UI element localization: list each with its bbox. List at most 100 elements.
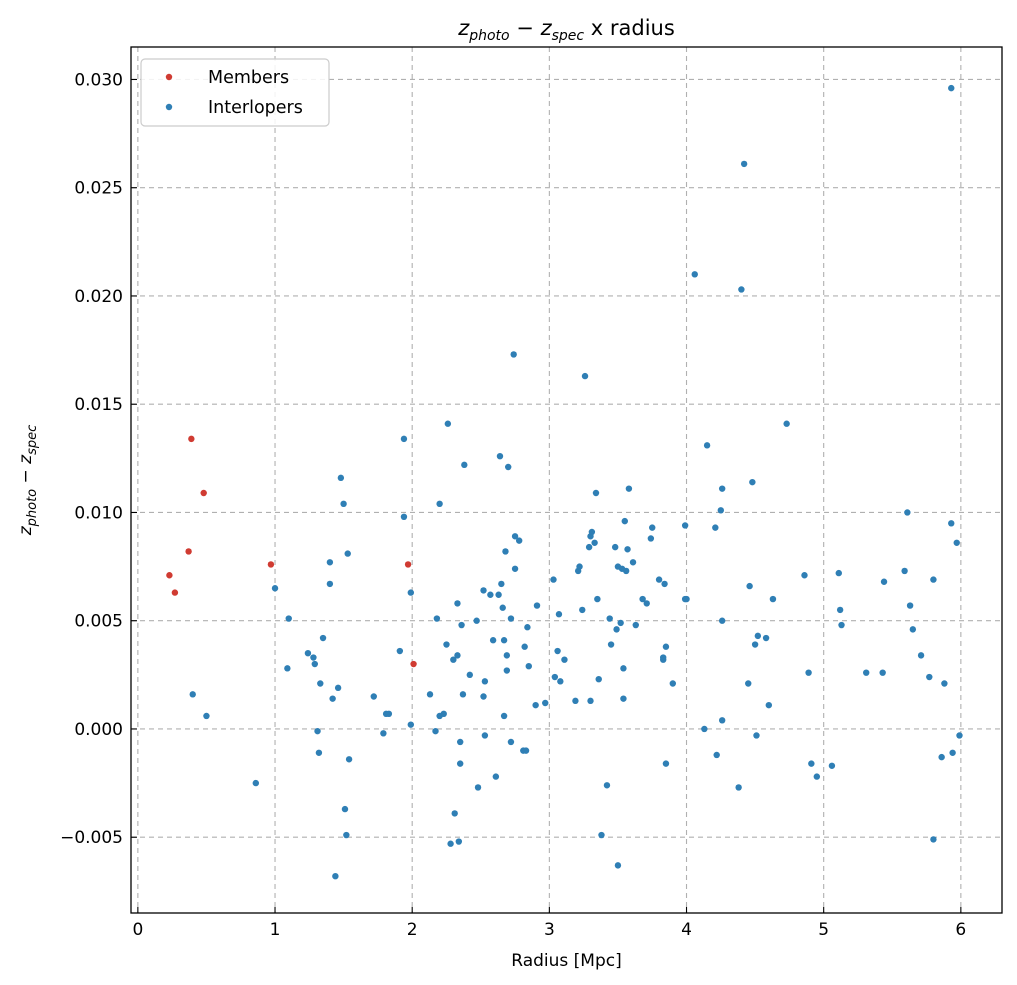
point-interlopers	[740, 160, 748, 168]
point-interlopers	[510, 351, 517, 358]
point-interlopers	[317, 680, 324, 687]
axis-ticks: 0 1 2 3 4 5 6 −0.005 0.000 0.005 0.010 0.015 0.020 0.…	[60, 70, 966, 940]
point-interlopers	[447, 840, 454, 847]
point-interlopers	[717, 507, 725, 514]
point-interlopers	[521, 643, 528, 650]
point-interlopers	[271, 585, 279, 592]
point-interlopers	[909, 626, 917, 633]
point-members	[404, 561, 412, 568]
point-interlopers	[426, 691, 434, 698]
point-interlopers	[474, 784, 482, 791]
point-interlopers	[904, 509, 911, 516]
point-interlopers	[326, 559, 334, 566]
point-interlopers	[551, 673, 559, 681]
point-interlopers	[432, 727, 439, 735]
point-interlopers	[611, 543, 619, 551]
point-interlopers	[500, 712, 508, 720]
point-interlopers	[507, 615, 515, 622]
point-interlopers	[554, 647, 561, 655]
point-members	[188, 435, 195, 443]
point-interlopers	[533, 602, 541, 609]
point-interlopers	[941, 680, 948, 687]
point-interlopers	[948, 84, 955, 92]
point-interlopers	[522, 747, 530, 754]
point-interlopers	[629, 559, 637, 566]
point-interlopers	[503, 667, 511, 674]
y-tick-label: 0.015	[74, 395, 123, 415]
point-interlopers	[579, 606, 586, 614]
point-interlopers	[396, 647, 404, 655]
point-interlopers	[953, 539, 960, 546]
legend-box	[140, 58, 330, 127]
point-interlopers	[487, 591, 494, 598]
point-interlopers	[203, 712, 210, 720]
point-interlopers	[746, 582, 753, 590]
point-interlopers	[749, 478, 756, 486]
y-tick-label: 0.005	[74, 612, 123, 632]
point-interlopers	[949, 749, 956, 756]
point-interlopers	[473, 617, 480, 624]
point-interlopers	[341, 805, 349, 813]
grid	[131, 47, 1002, 913]
point-members	[185, 548, 192, 555]
point-interlopers	[480, 693, 487, 700]
point-interlopers	[454, 652, 461, 659]
point-interlopers	[621, 517, 628, 525]
point-interlopers	[481, 678, 489, 685]
title-z2: z	[540, 16, 553, 40]
point-interlopers	[550, 576, 557, 583]
point-interlopers	[329, 695, 336, 702]
point-interlopers	[783, 420, 790, 427]
x-tick-label: 1	[270, 920, 281, 940]
point-interlopers	[498, 580, 505, 588]
point-interlopers	[691, 271, 698, 278]
point-interlopers	[620, 695, 627, 702]
point-interlopers	[617, 619, 624, 627]
point-interlopers	[572, 697, 579, 705]
point-interlopers	[647, 535, 655, 542]
point-interlopers	[745, 680, 752, 687]
point-interlopers	[252, 779, 260, 787]
point-interlopers	[930, 576, 937, 583]
point-interlopers	[492, 773, 500, 780]
point-interlopers	[315, 749, 323, 756]
point-interlopers	[926, 673, 933, 681]
point-interlopers	[738, 286, 745, 293]
point-interlopers	[835, 569, 842, 577]
point-interlopers	[345, 756, 353, 763]
y-tick-label: 0.030	[74, 70, 123, 90]
point-interlopers	[458, 621, 465, 629]
point-interlopers	[753, 732, 760, 739]
point-interlopers	[337, 474, 345, 482]
point-interlopers	[808, 760, 815, 767]
point-interlopers	[751, 641, 759, 648]
point-interlopers	[683, 595, 690, 603]
point-interlopers	[754, 632, 762, 640]
point-interlopers	[713, 751, 720, 759]
point-interlopers	[769, 595, 777, 603]
point-interlopers	[662, 643, 670, 650]
point-interlopers	[906, 602, 914, 609]
x-tick-label: 3	[544, 920, 555, 940]
point-interlopers	[557, 678, 564, 685]
point-interlopers	[661, 580, 668, 588]
point-interlopers	[863, 669, 870, 676]
point-interlopers	[660, 656, 667, 663]
point-interlopers	[407, 721, 415, 728]
y-tick-label: 0.010	[74, 503, 123, 523]
point-interlopers	[500, 637, 508, 644]
point-interlopers	[525, 662, 532, 670]
point-interlopers	[332, 872, 339, 880]
x-tick-label: 5	[818, 920, 829, 940]
title-sub2: spec	[552, 28, 585, 44]
point-interlopers	[511, 533, 519, 540]
point-interlopers	[669, 680, 677, 687]
point-interlopers	[480, 587, 487, 594]
point-interlopers	[620, 665, 627, 672]
point-interlopers	[436, 500, 443, 508]
point-interlopers	[681, 522, 689, 529]
point-interlopers	[495, 591, 502, 598]
point-interlopers	[585, 543, 593, 551]
point-interlopers	[576, 563, 583, 570]
point-interlopers	[762, 634, 770, 642]
